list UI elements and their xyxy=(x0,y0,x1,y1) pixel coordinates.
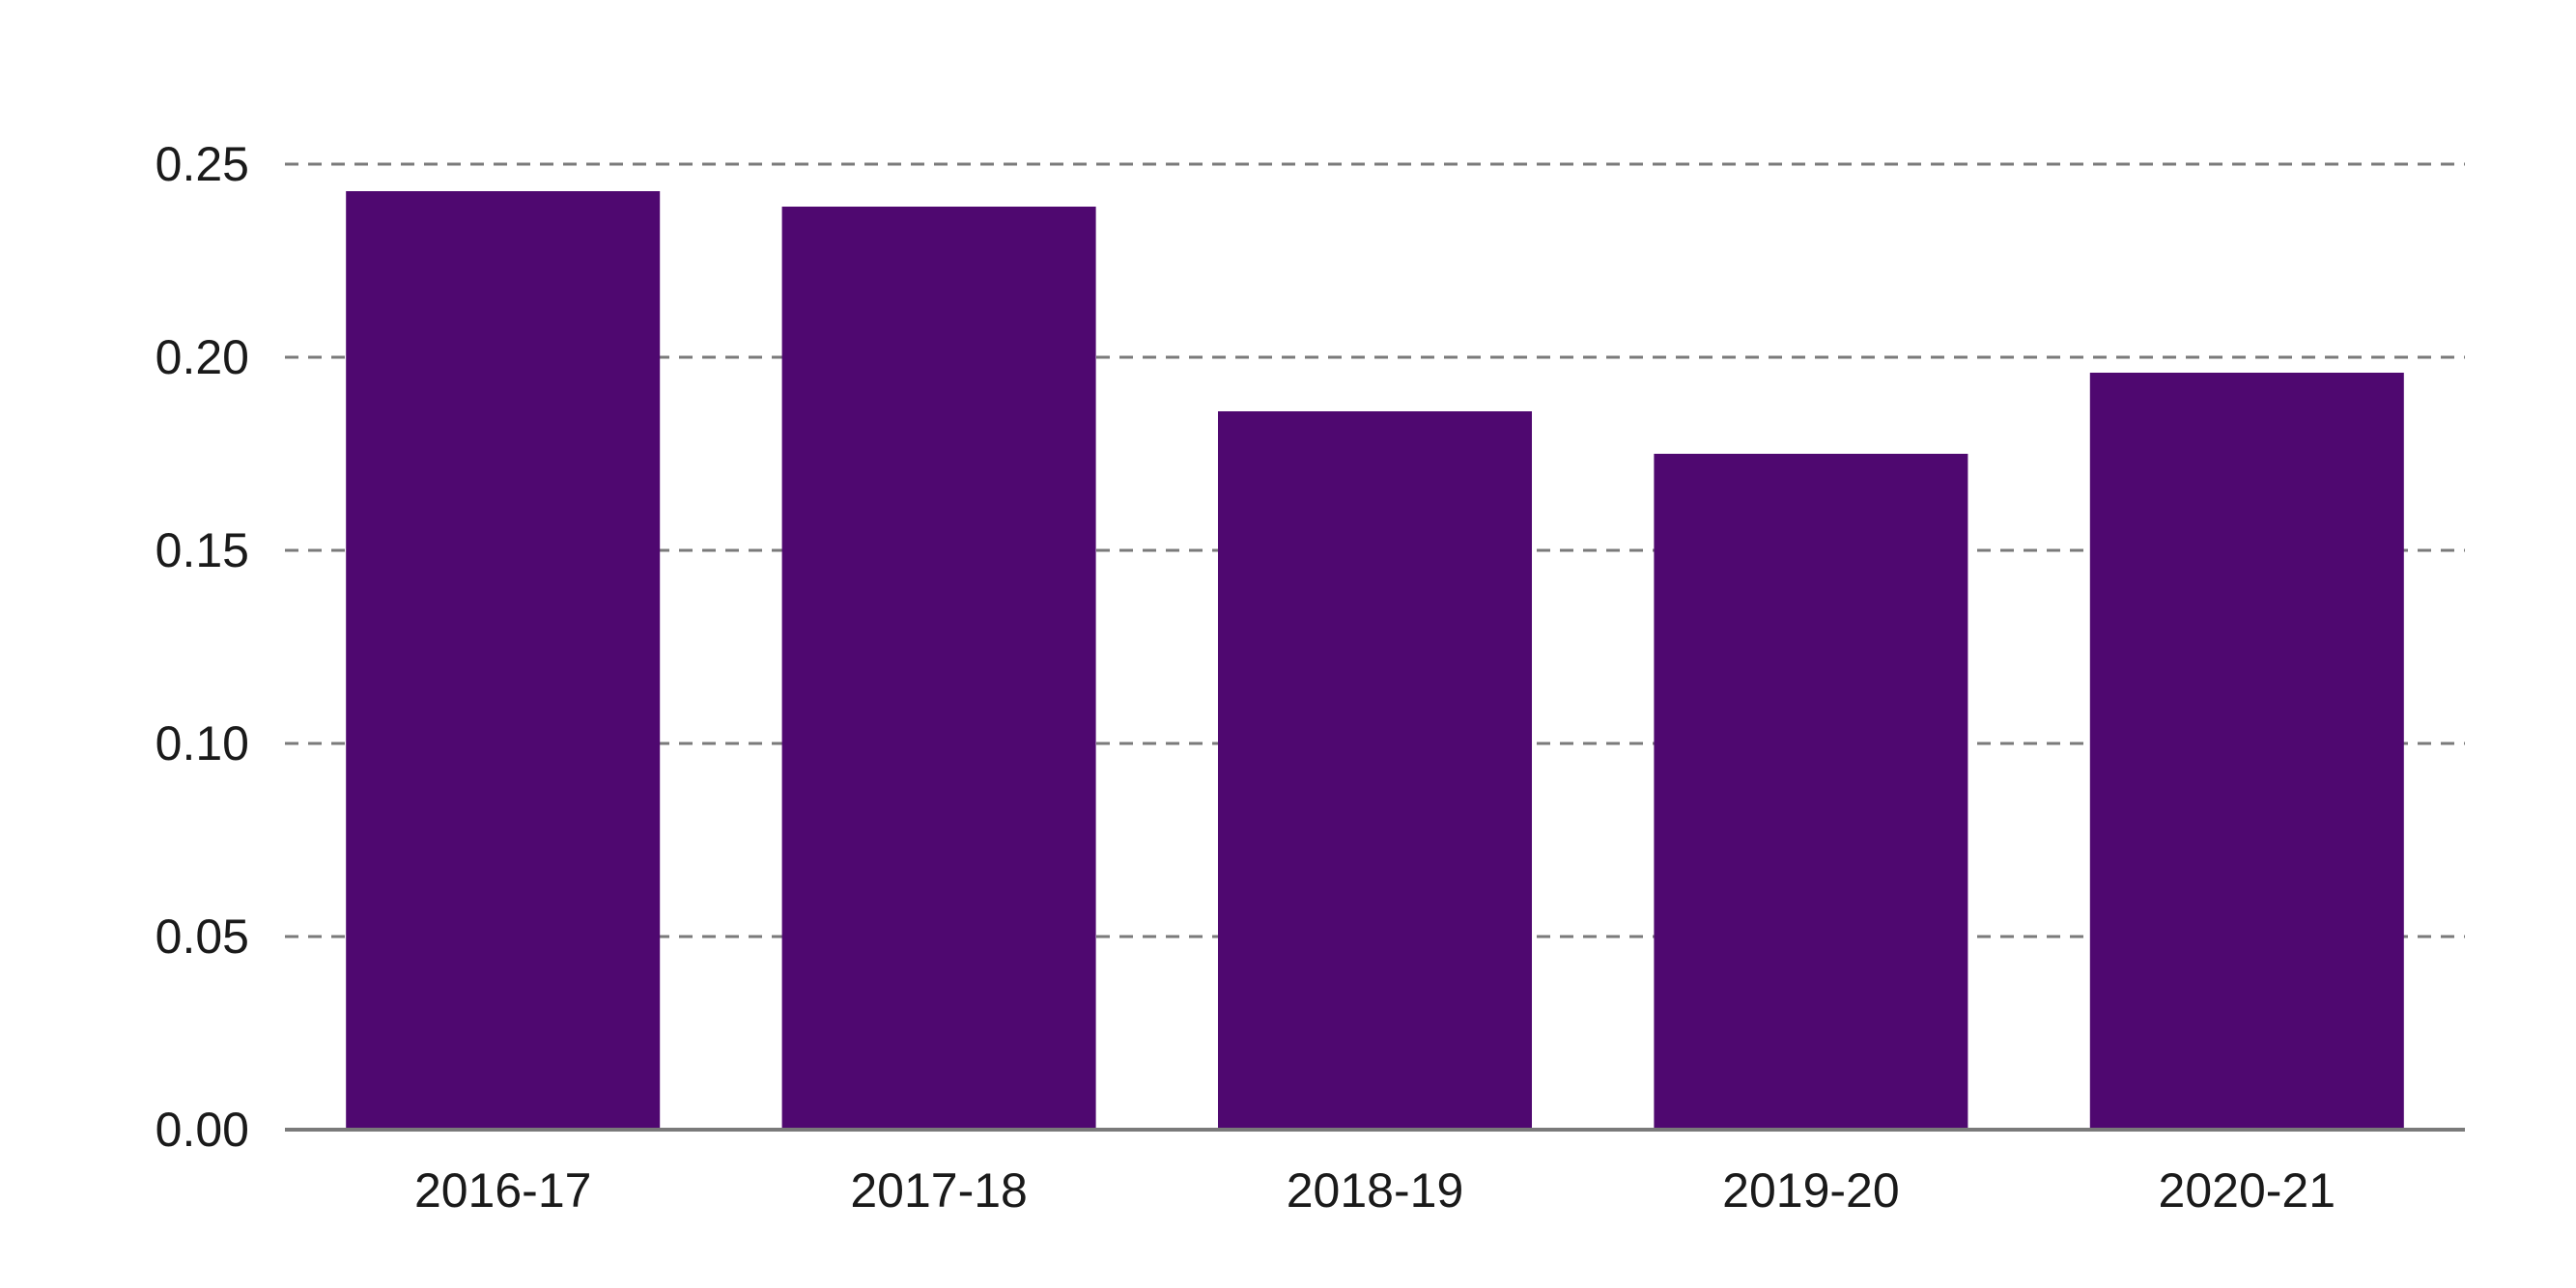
y-tick-label: 0.00 xyxy=(156,1103,249,1157)
bars xyxy=(346,191,2404,1130)
x-tick-label: 2020-21 xyxy=(2159,1163,2336,1218)
x-tick-label: 2017-18 xyxy=(850,1163,1028,1218)
x-tick-label: 2018-19 xyxy=(1287,1163,1464,1218)
x-tick-label: 2019-20 xyxy=(1722,1163,1900,1218)
y-tick-label: 0.05 xyxy=(156,910,249,964)
bar-2020-21 xyxy=(2089,373,2404,1130)
bar-2016-17 xyxy=(346,191,661,1130)
bar-2017-18 xyxy=(781,207,1096,1130)
y-tick-label: 0.25 xyxy=(156,137,249,191)
bar-2018-19 xyxy=(1217,411,1533,1130)
y-tick-label: 0.10 xyxy=(156,716,249,770)
x-tick-label: 2016-17 xyxy=(414,1163,592,1218)
tick-labels: 0.00 0.05 0.10 0.15 0.20 0.25 2016-17 2017-18 20… xyxy=(156,137,2335,1218)
y-tick-label: 0.20 xyxy=(156,330,249,384)
y-tick-label: 0.15 xyxy=(156,523,249,577)
bar-2019-20 xyxy=(1654,454,1968,1130)
